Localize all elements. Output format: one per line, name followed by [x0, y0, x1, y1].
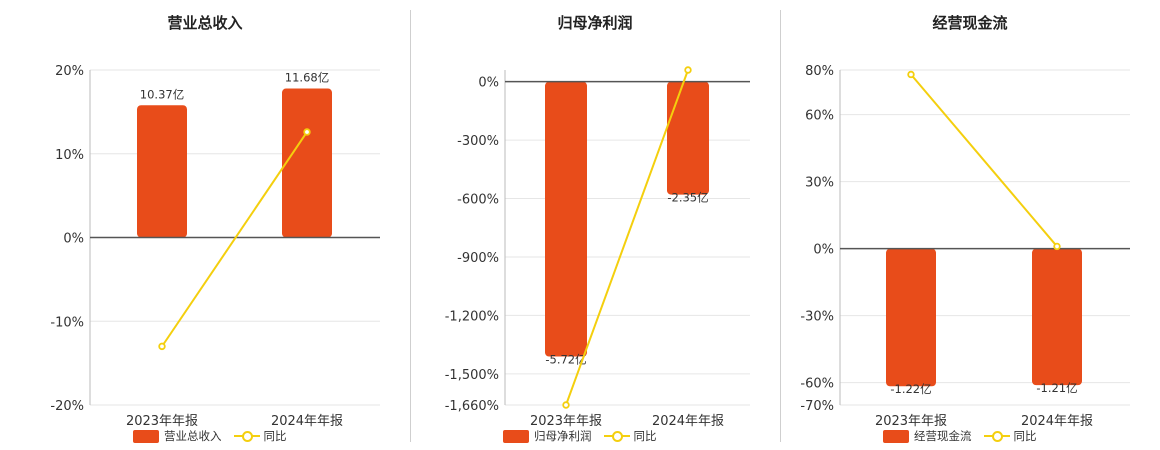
bar [282, 88, 332, 238]
y-tick-label: -70% [800, 399, 834, 414]
bar [1032, 248, 1082, 386]
bar-data-label: -1.22亿 [890, 382, 931, 396]
yoy-point [158, 342, 166, 351]
legend-bar-swatch [883, 429, 909, 443]
y-tick-label: 0% [813, 243, 834, 258]
x-category-label: 2023年年报 [875, 414, 947, 429]
y-tick-label: 20% [55, 64, 84, 79]
y-tick-label: -30% [800, 310, 834, 325]
x-category-label: 2024年年报 [271, 414, 343, 429]
chart-legend: 营业总收入 同比 [133, 428, 287, 444]
chart-panel-cash-flow: 经营现金流 80% 60% 30% 0% -30% -60% -70% -1.22亿 -1.21… [780, 0, 1160, 450]
bar [545, 81, 587, 357]
y-tick-label: -1,660% [445, 399, 499, 414]
bar-data-label: -2.35亿 [667, 191, 708, 205]
legend-bar-label: 归母净利润 [534, 429, 592, 443]
chart-panel-net-profit: 归母净利润 0% -300% -600% -900% -1,200% -1,500% -1,… [410, 0, 780, 450]
yoy-point [907, 70, 915, 79]
legend-line-icon [603, 430, 630, 442]
y-tick-label: -20% [50, 399, 84, 414]
y-tick-label: -300% [457, 134, 499, 149]
y-tick-label: -10% [50, 315, 84, 330]
chart-panel-revenue: 营业总收入 20% 10% 0% -10% -20% 10.37亿 11.68亿 2023年年… [0, 0, 410, 450]
y-tick-label: -1,200% [445, 309, 499, 324]
legend-bar-swatch [503, 429, 529, 443]
panel-divider [410, 10, 411, 442]
yoy-line [910, 73, 1058, 248]
bar [137, 105, 187, 238]
legend-line-icon [233, 430, 260, 442]
y-tick-label: 0% [478, 76, 499, 91]
x-category-label: 2023年年报 [530, 414, 602, 429]
y-tick-label: -1,500% [445, 368, 499, 383]
y-tick-label: 10% [55, 148, 84, 163]
bar [886, 248, 936, 387]
y-tick-label: -600% [457, 193, 499, 208]
chart-title: 营业总收入 [167, 14, 243, 32]
y-tick-label: 0% [63, 232, 84, 247]
chart-legend: 归母净利润 同比 [503, 428, 657, 444]
chart-svg-cash-flow: 80% 60% 30% 0% -30% -60% -70% -1.22亿 -1.21亿 2023年… [800, 64, 1130, 429]
yoy-point [303, 128, 311, 136]
legend-bar-label: 经营现金流 [914, 429, 972, 443]
y-tick-label: 30% [805, 176, 834, 191]
legend-line-label: 同比 [1013, 429, 1037, 443]
chart-svg-revenue: 20% 10% 0% -10% -20% 10.37亿 11.68亿 2023年年报 2024年… [50, 64, 380, 429]
y-tick-label: -60% [800, 377, 834, 392]
x-category-label: 2024年年报 [1021, 414, 1093, 429]
yoy-line [565, 69, 689, 406]
bar [667, 81, 709, 195]
chart-svg-net-profit: 0% -300% -600% -900% -1,200% -1,500% -1,660% -5… [445, 66, 750, 429]
chart-legend: 经营现金流 同比 [883, 428, 1037, 444]
legend-bar-label: 营业总收入 [164, 429, 222, 443]
chart-title: 经营现金流 [932, 14, 1008, 32]
x-category-label: 2023年年报 [126, 414, 198, 429]
legend-line-icon [983, 430, 1010, 442]
chart-title: 归母净利润 [557, 14, 633, 32]
legend-line-label: 同比 [633, 429, 657, 443]
y-tick-label: -900% [457, 251, 499, 266]
bar-data-label: -1.21亿 [1036, 381, 1077, 395]
bar-data-label: 10.37亿 [140, 87, 184, 101]
x-category-label: 2024年年报 [652, 414, 724, 429]
yoy-line [161, 131, 308, 347]
panel-divider [780, 10, 781, 442]
bar-data-label: 11.68亿 [285, 71, 329, 85]
yoy-point [1053, 242, 1061, 251]
bar-data-label: -5.72亿 [545, 353, 586, 367]
legend-bar-swatch [133, 429, 159, 443]
y-tick-label: 60% [805, 109, 834, 124]
yoy-point [562, 401, 570, 409]
y-tick-label: 80% [805, 64, 834, 79]
yoy-point [684, 66, 692, 74]
legend-line-label: 同比 [263, 429, 287, 443]
